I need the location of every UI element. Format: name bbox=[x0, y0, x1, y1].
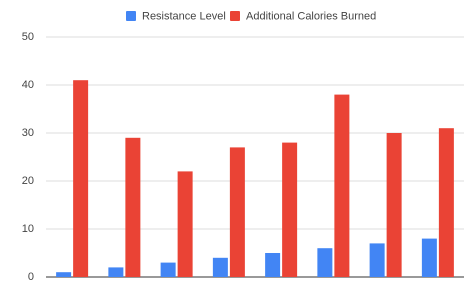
bar bbox=[369, 243, 385, 277]
legend-label: Additional Calories Burned bbox=[246, 10, 376, 22]
bar bbox=[212, 257, 228, 277]
y-tick-label: 50 bbox=[22, 31, 34, 43]
y-tick-label: 0 bbox=[28, 271, 34, 283]
bar bbox=[386, 133, 402, 277]
legend-label: Resistance Level bbox=[142, 10, 226, 22]
legend-swatch bbox=[126, 11, 136, 21]
legend-swatch bbox=[230, 11, 240, 21]
y-tick-label: 20 bbox=[22, 175, 34, 187]
bar bbox=[282, 142, 298, 277]
y-tick-label: 40 bbox=[22, 79, 34, 91]
bar bbox=[73, 80, 89, 277]
bar bbox=[56, 272, 72, 277]
y-tick-label: 10 bbox=[22, 223, 34, 235]
bar bbox=[421, 238, 437, 277]
bar bbox=[160, 262, 176, 277]
y-tick-label: 30 bbox=[22, 127, 34, 139]
bar bbox=[125, 137, 141, 277]
bar bbox=[334, 94, 350, 277]
bar bbox=[229, 147, 245, 277]
bar bbox=[265, 253, 281, 277]
bar bbox=[177, 171, 193, 277]
bar bbox=[438, 128, 454, 277]
bar bbox=[108, 267, 124, 277]
bar bbox=[317, 248, 333, 277]
